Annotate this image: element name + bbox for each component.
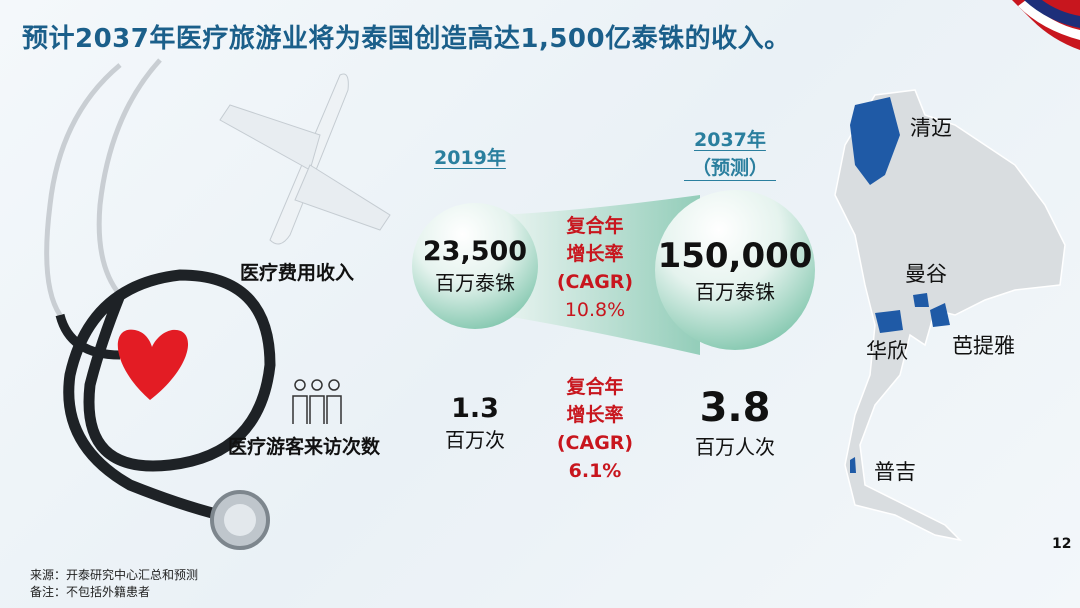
cagr-label-2: 增长率 (566, 404, 624, 426)
stethoscope-heart-illustration (44, 58, 276, 550)
city-hua-hin: 华欣 (866, 339, 908, 363)
cagr-label-3: (CAGR) (556, 432, 634, 454)
circle-2019-revenue: 23,500 百万泰铢 (412, 203, 538, 329)
visitors-2037: 3.8 百万人次 (670, 385, 800, 460)
cagr-value-visitors: 6.1% (568, 460, 622, 482)
source-note: 来源：开泰研究中心汇总和预测 (30, 568, 199, 582)
unit-2037-visitors: 百万人次 (695, 435, 775, 459)
unit-2037-revenue: 百万泰铢 (695, 279, 775, 304)
row-label-revenue: 医疗费用收入 (240, 262, 355, 284)
value-2019-visitors: 1.3 (451, 393, 499, 424)
year-2037-header: 2037年 (694, 129, 766, 151)
growth-band (500, 195, 700, 355)
cagr-value-revenue: 10.8% (564, 299, 626, 321)
cagr-visitors: 复合年 增长率 (CAGR) 6.1% (545, 373, 645, 485)
city-bangkok: 曼谷 (905, 262, 947, 286)
unit-2019-revenue: 百万泰铢 (435, 271, 515, 295)
circle-2037-revenue: 150,000 百万泰铢 (655, 190, 815, 350)
thailand-map (834, 89, 1066, 542)
visitors-2019: 1.3 百万次 (430, 393, 520, 453)
row-label-visitors: 医疗游客来访次数 (228, 436, 381, 458)
cagr-revenue: 复合年 增长率 (CAGR) 10.8% (545, 212, 645, 324)
page-title: 预计2037年医疗旅游业将为泰国创造高达1,500亿泰铢的收入。 (22, 24, 791, 54)
cagr-label-1: 复合年 (566, 376, 624, 398)
heart-icon (117, 329, 189, 400)
forecast-note: （预测） (684, 153, 777, 181)
value-2019-revenue: 23,500 (422, 236, 528, 267)
page-number: 12 (1052, 536, 1072, 552)
cagr-label-1: 复合年 (566, 215, 624, 237)
airplane-illustration (219, 73, 391, 245)
city-phuket: 普吉 (874, 460, 916, 484)
thailand-flag-icon (1012, 0, 1080, 50)
remark-note: 备注：不包括外籍患者 (30, 585, 151, 599)
city-chiang-mai: 清迈 (910, 116, 952, 140)
footer-notes: 来源：开泰研究中心汇总和预测 备注：不包括外籍患者 (30, 567, 198, 601)
people-icon (292, 379, 342, 424)
unit-2019-visitors: 百万次 (445, 428, 505, 452)
value-2037-revenue: 150,000 (657, 235, 813, 276)
year-2019-header: 2019年 (434, 147, 506, 169)
city-pattaya: 芭提雅 (952, 334, 1015, 358)
cagr-label-2: 增长率 (566, 243, 624, 265)
value-2037-visitors: 3.8 (699, 385, 771, 431)
cagr-label-3: (CAGR) (556, 271, 634, 293)
